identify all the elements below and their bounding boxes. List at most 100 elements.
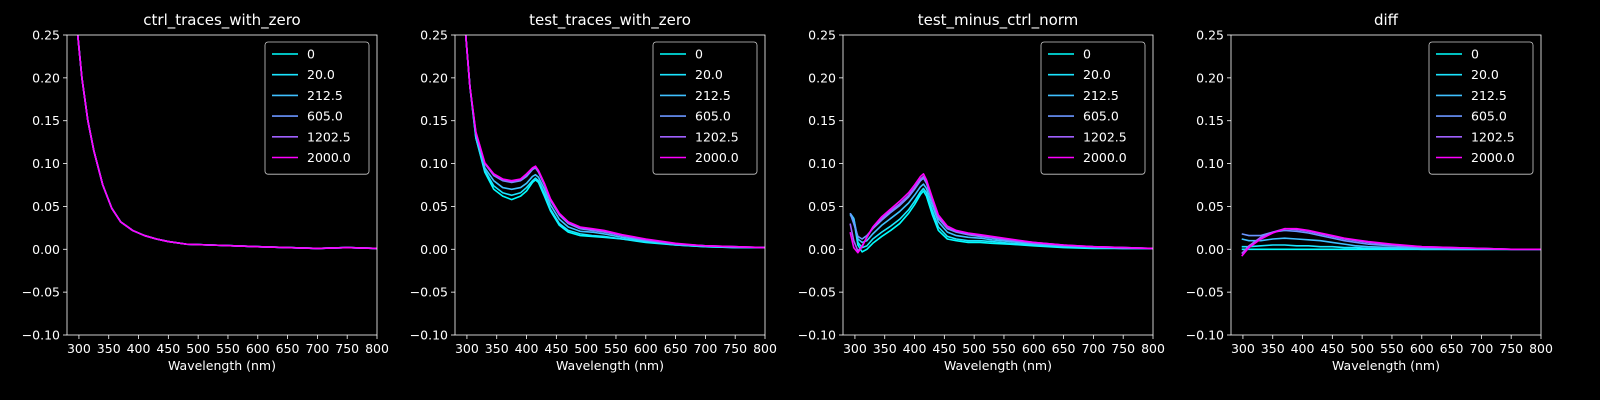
x-tick-label: 650 xyxy=(276,341,300,356)
legend-entry: 212.5 xyxy=(307,88,343,103)
y-tick-label: 0.05 xyxy=(32,199,60,214)
y-tick-label: 0.15 xyxy=(1196,113,1224,128)
x-tick-label: 700 xyxy=(1469,341,1493,356)
x-tick-label: 450 xyxy=(156,341,180,356)
y-tick-label: 0.05 xyxy=(808,199,836,214)
x-tick-label: 550 xyxy=(1380,341,1404,356)
y-tick-label: 0.00 xyxy=(420,242,448,257)
legend-entry: 605.0 xyxy=(1471,109,1507,124)
y-tick-label: −0.05 xyxy=(410,285,448,300)
series-line-20.0 xyxy=(464,35,765,249)
legend-entry: 20.0 xyxy=(1471,67,1499,82)
x-tick-label: 600 xyxy=(634,341,658,356)
legend-entry: 2000.0 xyxy=(307,150,351,165)
legend: 0 20.0 212.5 605.0 1202.5 2000.0 xyxy=(264,41,370,175)
series-line-2000.0 xyxy=(464,35,765,249)
x-axis-label: Wavelength (nm) xyxy=(1332,358,1440,373)
legend-entry: 20.0 xyxy=(695,67,723,82)
x-tick-label: 400 xyxy=(903,341,927,356)
legend-entry: 1202.5 xyxy=(1471,129,1515,144)
x-axis-label: Wavelength (nm) xyxy=(556,358,664,373)
x-tick-label: 550 xyxy=(216,341,240,356)
x-tick-label: 500 xyxy=(962,341,986,356)
y-tick-label: 0.10 xyxy=(420,156,448,171)
subplot-1: test_traces_with_zero 300 350 400 450 500 550 6… xyxy=(410,11,777,373)
x-tick-label: 600 xyxy=(246,341,270,356)
x-tick-label: 450 xyxy=(932,341,956,356)
chart-title: ctrl_traces_with_zero xyxy=(143,11,300,30)
axes-frame xyxy=(1230,34,1542,336)
legend: 0 20.0 212.5 605.0 1202.5 2000.0 xyxy=(1428,41,1534,175)
axes-frame xyxy=(66,34,378,336)
x-tick-label: 300 xyxy=(67,341,91,356)
y-tick-label: 0.00 xyxy=(32,242,60,257)
x-axis-label: Wavelength (nm) xyxy=(944,358,1052,373)
series-line-2000.0 xyxy=(1241,227,1541,257)
series-group xyxy=(76,35,377,250)
y-tick-label: 0.15 xyxy=(32,113,60,128)
x-tick-label: 500 xyxy=(186,341,210,356)
x-tick-label: 700 xyxy=(1081,341,1105,356)
subplot-2: test_minus_ctrl_norm 300 350 400 450 500 550 60… xyxy=(798,11,1165,373)
y-tick-label: 0.10 xyxy=(1196,156,1224,171)
y-tick-label: 0.05 xyxy=(420,199,448,214)
legend-entry: 0 xyxy=(695,47,703,62)
chart-title: diff xyxy=(1374,11,1399,29)
x-tick-label: 750 xyxy=(723,341,747,356)
series-line-2000.0 xyxy=(76,35,377,250)
x-tick-label: 600 xyxy=(1022,341,1046,356)
x-tick-label: 800 xyxy=(753,341,777,356)
legend-entry: 2000.0 xyxy=(1471,150,1515,165)
legend-entry: 605.0 xyxy=(307,109,343,124)
x-tick-label: 300 xyxy=(1231,341,1255,356)
axes-frame xyxy=(454,34,766,336)
legend-entry: 212.5 xyxy=(695,88,731,103)
y-tick-label: −0.10 xyxy=(798,328,836,343)
x-axis-label: Wavelength (nm) xyxy=(168,358,276,373)
axes-frame xyxy=(842,34,1154,336)
series-line-0 xyxy=(849,190,1153,253)
x-tick-label: 300 xyxy=(843,341,867,356)
x-tick-label: 300 xyxy=(455,341,479,356)
series-group xyxy=(849,173,1153,254)
legend: 0 20.0 212.5 605.0 1202.5 2000.0 xyxy=(652,41,758,175)
y-tick-label: −0.05 xyxy=(1186,285,1224,300)
y-tick-label: 0.05 xyxy=(1196,199,1224,214)
y-tick-label: −0.10 xyxy=(410,328,448,343)
y-tick-label: 0.15 xyxy=(808,113,836,128)
x-tick-label: 350 xyxy=(1261,341,1285,356)
x-tick-label: 750 xyxy=(1499,341,1523,356)
x-tick-label: 750 xyxy=(335,341,359,356)
legend-entry: 2000.0 xyxy=(1083,150,1127,165)
x-tick-label: 600 xyxy=(1410,341,1434,356)
chart-title: test_traces_with_zero xyxy=(529,11,691,30)
subplot-0: ctrl_traces_with_zero 300 350 400 450 500 550 6… xyxy=(22,11,389,373)
y-tick-label: 0.25 xyxy=(420,28,448,43)
series-line-2000.0 xyxy=(849,173,1153,254)
y-tick-label: 0.10 xyxy=(32,156,60,171)
x-tick-label: 800 xyxy=(1529,341,1553,356)
x-tick-label: 450 xyxy=(544,341,568,356)
y-tick-label: 0.20 xyxy=(1196,70,1224,85)
legend-entry: 0 xyxy=(1083,47,1091,62)
x-tick-label: 800 xyxy=(1141,341,1165,356)
legend-entry: 20.0 xyxy=(1083,67,1111,82)
x-tick-label: 400 xyxy=(515,341,539,356)
x-tick-label: 400 xyxy=(127,341,151,356)
y-tick-label: −0.10 xyxy=(1186,328,1224,343)
legend-entry: 1202.5 xyxy=(1083,129,1127,144)
series-line-20.0 xyxy=(849,187,1153,250)
legend-entry: 2000.0 xyxy=(695,150,739,165)
x-tick-label: 500 xyxy=(574,341,598,356)
y-tick-label: 0.20 xyxy=(808,70,836,85)
x-tick-label: 650 xyxy=(664,341,688,356)
subplot-3: diff 300 350 400 450 500 550 600 650 700 750 800 −0.… xyxy=(1186,11,1553,373)
series-line-212.5 xyxy=(1241,237,1541,251)
y-tick-label: 0.25 xyxy=(808,28,836,43)
x-tick-label: 700 xyxy=(305,341,329,356)
y-tick-label: 0.00 xyxy=(808,242,836,257)
x-tick-label: 700 xyxy=(693,341,717,356)
y-tick-label: 0.10 xyxy=(808,156,836,171)
x-tick-label: 350 xyxy=(485,341,509,356)
legend-entry: 1202.5 xyxy=(695,129,739,144)
